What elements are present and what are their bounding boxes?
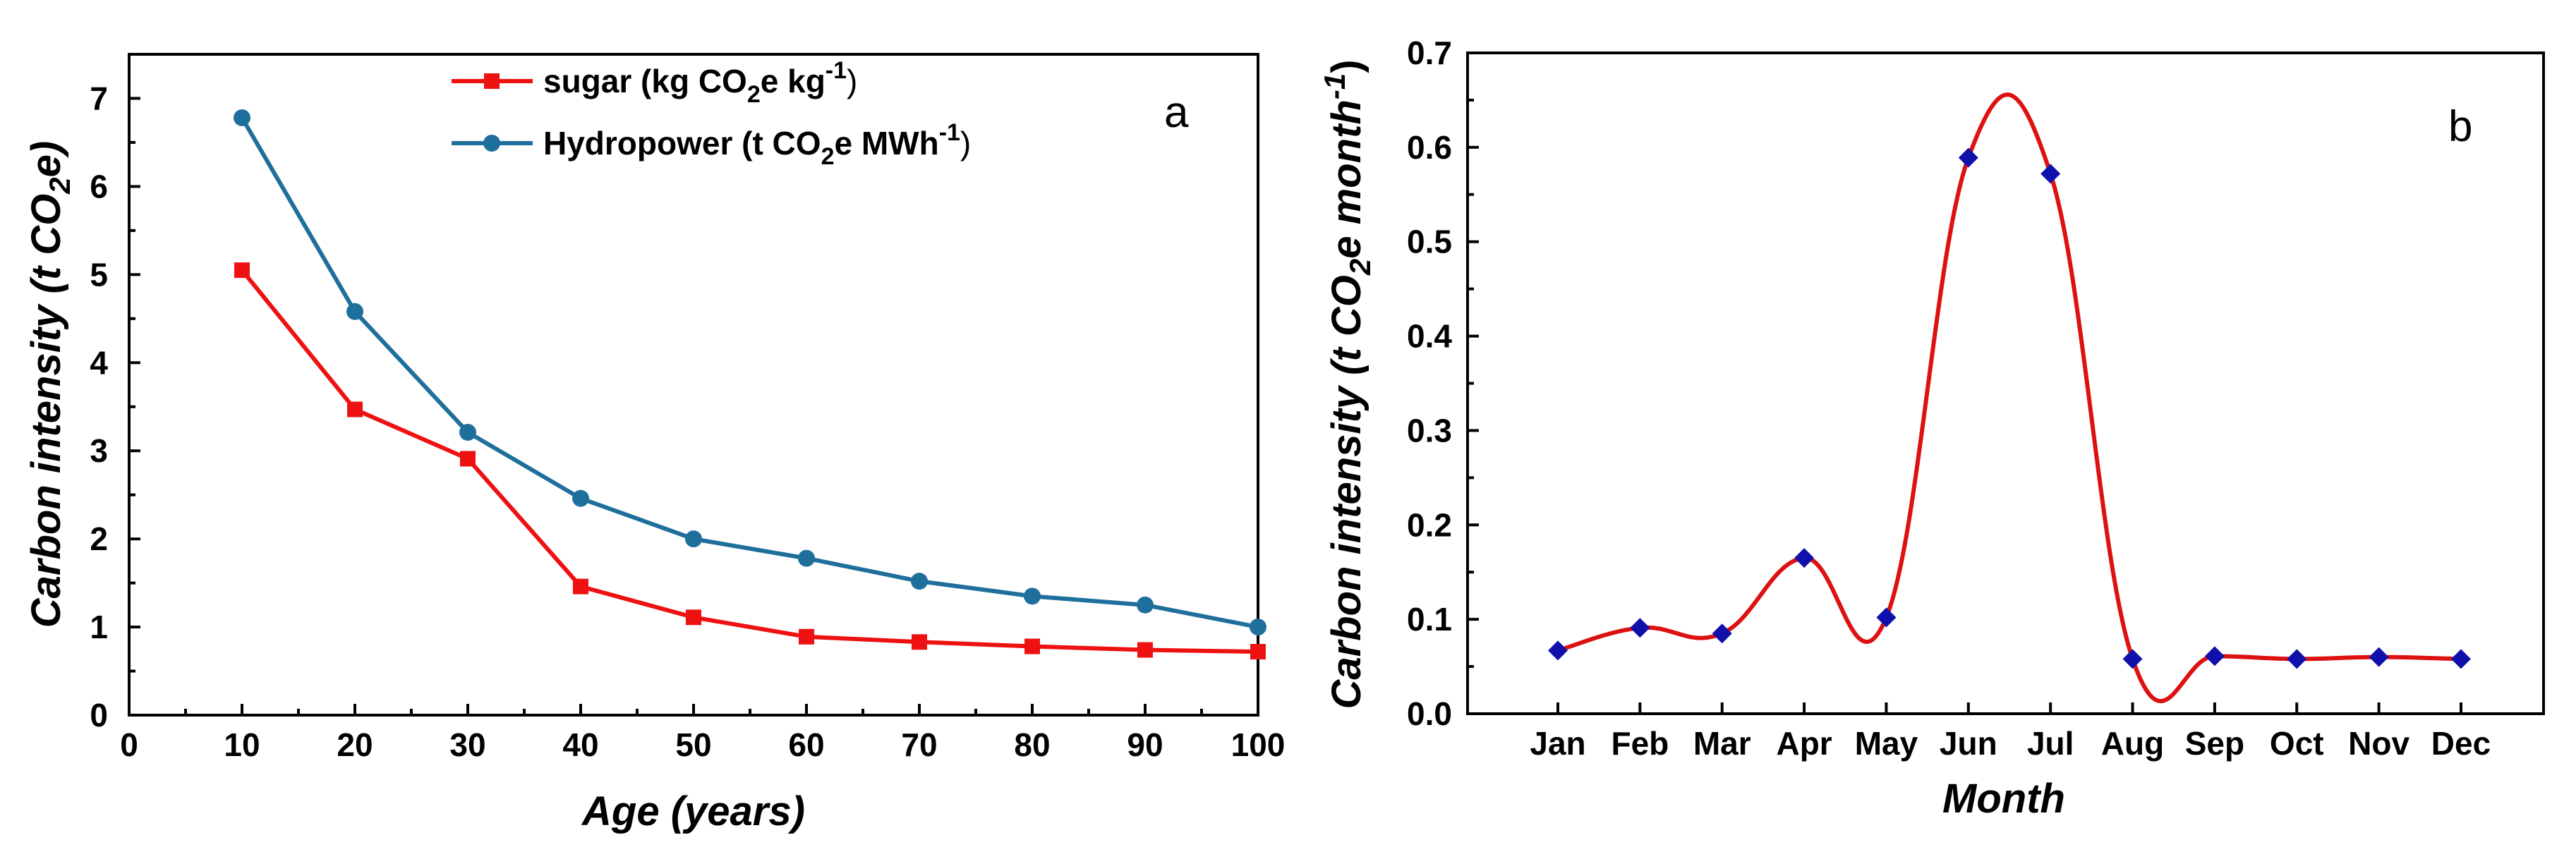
- panel-a-x-tick-label: 90: [1127, 726, 1163, 763]
- panel-a-y-tick-label: 5: [90, 256, 108, 293]
- panel-a-point-hydropower: [1137, 596, 1154, 614]
- panel-b-point: [2122, 649, 2143, 669]
- panel-a-point-sugar: [799, 628, 814, 645]
- panel-b-y-tick-label: 0.0: [1407, 695, 1452, 732]
- panel-b-x-tick-label: Jul: [2027, 725, 2074, 762]
- panel-b-y-tick-label: 0.3: [1407, 412, 1452, 449]
- panel-a-y-tick-label: 1: [90, 609, 108, 645]
- panel-a-point-hydropower: [572, 489, 589, 507]
- panel-a-point-sugar: [234, 262, 250, 279]
- panel-a-series-lines: [240, 116, 1259, 654]
- panel-b-plot-frame: [1466, 51, 2545, 715]
- panel-a-y-tick-label: 3: [90, 432, 108, 469]
- panel-a-point-hydropower: [346, 303, 363, 320]
- panel-a-point-sugar: [347, 401, 363, 418]
- panel-a-line-hydropower: [240, 116, 1259, 630]
- panel-a-y-tick-label: 4: [90, 344, 108, 381]
- panel-a-y-tick-label: 6: [90, 168, 108, 205]
- panel-a-point-sugar: [1024, 638, 1040, 654]
- panel-b-point: [2369, 647, 2389, 667]
- panel-b-y-tick-label: 0.5: [1407, 224, 1452, 260]
- panel-b-ticks: [1468, 51, 2462, 715]
- panel-b-series-markers: [1548, 147, 2471, 669]
- panel-b-y-tick-label: 0.7: [1407, 35, 1452, 71]
- panel-a-point-sugar: [1137, 642, 1153, 658]
- panel-b-point: [1958, 147, 1978, 168]
- panel-a-x-tick-label: 100: [1231, 726, 1286, 763]
- panel-a-x-tick-label: 10: [224, 726, 260, 763]
- panel-a-point-hydropower: [1250, 619, 1266, 636]
- panel-b-x-tick-label: Nov: [2348, 725, 2409, 762]
- panel-a-x-tick-label: 70: [901, 726, 937, 763]
- panel-b-y-tick-label: 0.6: [1407, 129, 1452, 166]
- panel-b-letter: b: [2448, 102, 2472, 151]
- panel-b-x-tick-label: Aug: [2101, 725, 2164, 762]
- panel-a-x-tick-label: 30: [449, 726, 485, 763]
- panel-a-point-hydropower: [459, 423, 476, 441]
- panel-b-point: [1876, 607, 1897, 628]
- panel-a-y-tick-label: 0: [90, 697, 108, 733]
- panel-b-x-tick-label: Jan: [1530, 725, 1585, 762]
- panel-a-line-sugar: [240, 269, 1259, 654]
- legend-sugar-marker: [484, 73, 500, 89]
- panel-a-x-tick-label: 20: [337, 726, 373, 763]
- panel-a-x-tick-label: 0: [120, 726, 138, 763]
- panel-b-point: [1712, 623, 1732, 644]
- panel-b-y-tick-label: 0.1: [1407, 601, 1452, 638]
- panel-a-x-tick-label: 60: [788, 726, 824, 763]
- panel-b-tick-labels: Jan Feb Mar Apr May Jun Jul Aug Sep Oct Nov Dec 0.0 0…: [1407, 35, 2491, 762]
- panel-b-x-tick-label: Feb: [1611, 725, 1669, 762]
- panel-a: 0 10 20 30 40 50 60 70 80 90 100 0 1 2 3 4 5 6 7 Age (year…: [23, 53, 1285, 834]
- panel-a-y-tick-label: 7: [90, 80, 108, 116]
- panel-a-point-sugar: [912, 634, 927, 650]
- legend-hydropower-marker: [483, 135, 500, 152]
- panel-b-y-tick-label: 0.2: [1407, 506, 1452, 543]
- panel-b-x-tick-label: Apr: [1776, 725, 1832, 762]
- panel-b: Jan Feb Mar Apr May Jun Jul Aug Sep Oct Nov Dec 0.0 0…: [1318, 35, 2545, 822]
- panel-b-x-tick-label: Sep: [2185, 725, 2244, 762]
- panel-a-point-sugar: [686, 609, 701, 626]
- panel-b-point: [1548, 640, 1568, 661]
- panel-b-point: [2287, 649, 2307, 669]
- panel-b-x-tick-label: Dec: [2431, 725, 2491, 762]
- panel-a-x-axis-title: Age (years): [581, 788, 805, 834]
- panel-a-point-hydropower: [911, 573, 928, 590]
- panel-b-series-curve: [1557, 92, 2462, 704]
- panel-b-point: [1794, 548, 1815, 568]
- panel-a-x-tick-label: 80: [1014, 726, 1050, 763]
- panel-a-point-sugar: [1250, 644, 1266, 660]
- panel-a-tick-labels: 0 10 20 30 40 50 60 70 80 90 100 0 1 2 3 4 5 6 7: [90, 80, 1285, 763]
- panel-a-point-sugar: [573, 578, 588, 595]
- panel-a-x-tick-label: 40: [562, 726, 598, 763]
- panel-b-point: [2040, 164, 2061, 184]
- panel-a-letter: a: [1164, 88, 1189, 137]
- panel-a-ticks: [128, 53, 1259, 717]
- panel-a-point-sugar: [460, 451, 476, 467]
- legend-hydropower-label: Hydropower (t CO2e MWh-1): [543, 119, 971, 170]
- panel-a-point-hydropower: [234, 109, 250, 126]
- panel-a-y-tick-label: 2: [90, 520, 108, 557]
- panel-a-x-tick-label: 50: [675, 726, 711, 763]
- panel-b-y-tick-label: 0.4: [1407, 318, 1452, 355]
- panel-b-y-axis-title: Carbon intensity (t CO2e month-1): [1318, 59, 1377, 709]
- panel-b-x-axis-title: Month: [1942, 776, 2065, 822]
- legend-sugar-label: sugar (kg CO2e kg-1): [543, 57, 857, 108]
- panel-a-series-markers: [234, 109, 1266, 660]
- panel-a-point-hydropower: [798, 549, 815, 567]
- panel-a-legend: sugar (kg CO2e kg-1) Hydropower (t CO2e …: [452, 57, 971, 170]
- panel-b-x-tick-label: Oct: [2270, 725, 2324, 762]
- panel-b-point: [1630, 618, 1650, 638]
- panel-b-x-tick-label: May: [1855, 725, 1918, 762]
- panel-a-y-axis-title: Carbon intensity (t CO2e): [23, 141, 76, 628]
- panel-b-point: [2204, 646, 2225, 666]
- panel-a-point-hydropower: [1024, 587, 1041, 605]
- panel-b-x-tick-label: Mar: [1693, 725, 1751, 762]
- panel-a-point-hydropower: [685, 530, 702, 548]
- panel-b-point: [2451, 649, 2471, 669]
- panel-b-x-tick-label: Jun: [1940, 725, 1997, 762]
